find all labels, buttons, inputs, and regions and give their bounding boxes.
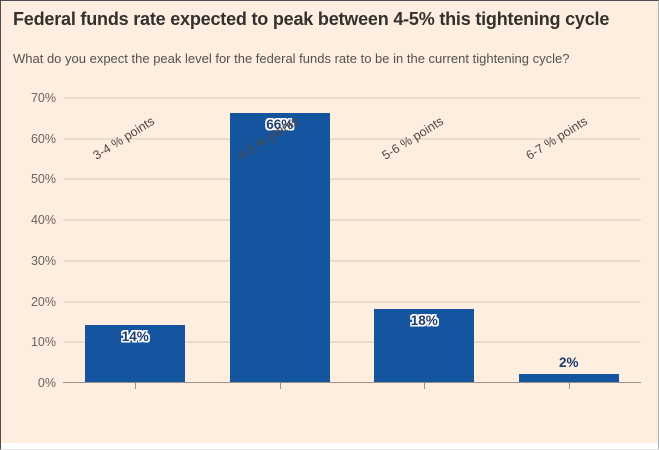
bar: 18%: [374, 308, 475, 382]
x-tick-mark: [279, 383, 281, 389]
bar-value-label: 14%: [121, 329, 149, 344]
bar-chart-plot-area: 0% 10% 20% 30% 40% 50% 60% 70% 14% 3-4 % points 66…: [31, 91, 642, 390]
x-tick-label: 3-4 % points: [90, 114, 157, 163]
bar-slot: 66% 4-5 % points: [208, 98, 353, 389]
x-tick-mark: [424, 383, 426, 389]
bar-value-label: 18%: [410, 312, 438, 328]
y-tick-label: 30%: [30, 253, 56, 268]
y-gridline: [63, 341, 641, 344]
bar-slots: 14% 3-4 % points 66% 4-5 % points 18% 5-6 % p…: [63, 98, 642, 389]
x-tick-label: 6-7 % points: [523, 114, 591, 163]
x-axis-line: [63, 382, 641, 383]
chart-title: Federal funds rate expected to peak betw…: [13, 9, 610, 29]
y-tick-label: 50%: [30, 172, 56, 187]
x-tick-mark: [135, 383, 137, 389]
bar-slot: 14% 3-4 % points: [63, 98, 208, 389]
y-gridline: [63, 97, 641, 99]
y-tick-label: 10%: [30, 335, 56, 350]
bar-value-label: 2%: [558, 354, 579, 370]
chart-subtitle: What do you expect the peak level for th…: [13, 51, 570, 66]
y-tick-label: 60%: [30, 131, 56, 146]
bar: 66%: [229, 113, 330, 382]
x-tick-mark: [568, 383, 570, 389]
y-tick-label: 0%: [37, 376, 56, 390]
y-gridline: [63, 178, 641, 181]
y-gridline: [63, 219, 641, 222]
y-gridline: [63, 137, 641, 140]
y-tick-label: 20%: [30, 294, 56, 309]
y-gridline: [63, 259, 641, 262]
bar: 2%: [518, 355, 619, 382]
y-tick-label: 70%: [30, 91, 56, 105]
bar-value-label: 66%: [266, 117, 294, 133]
x-tick-label: 5-6 % points: [379, 114, 446, 163]
bar: 14%: [85, 325, 186, 382]
y-gridline: [63, 300, 641, 303]
chart-card: Federal funds rate expected to peak betw…: [1, 1, 658, 443]
bar-slot: 18% 5-6 % points: [352, 98, 497, 389]
y-tick-label: 40%: [30, 213, 56, 228]
bar-slot: 2% 6-7 % points: [497, 98, 642, 389]
